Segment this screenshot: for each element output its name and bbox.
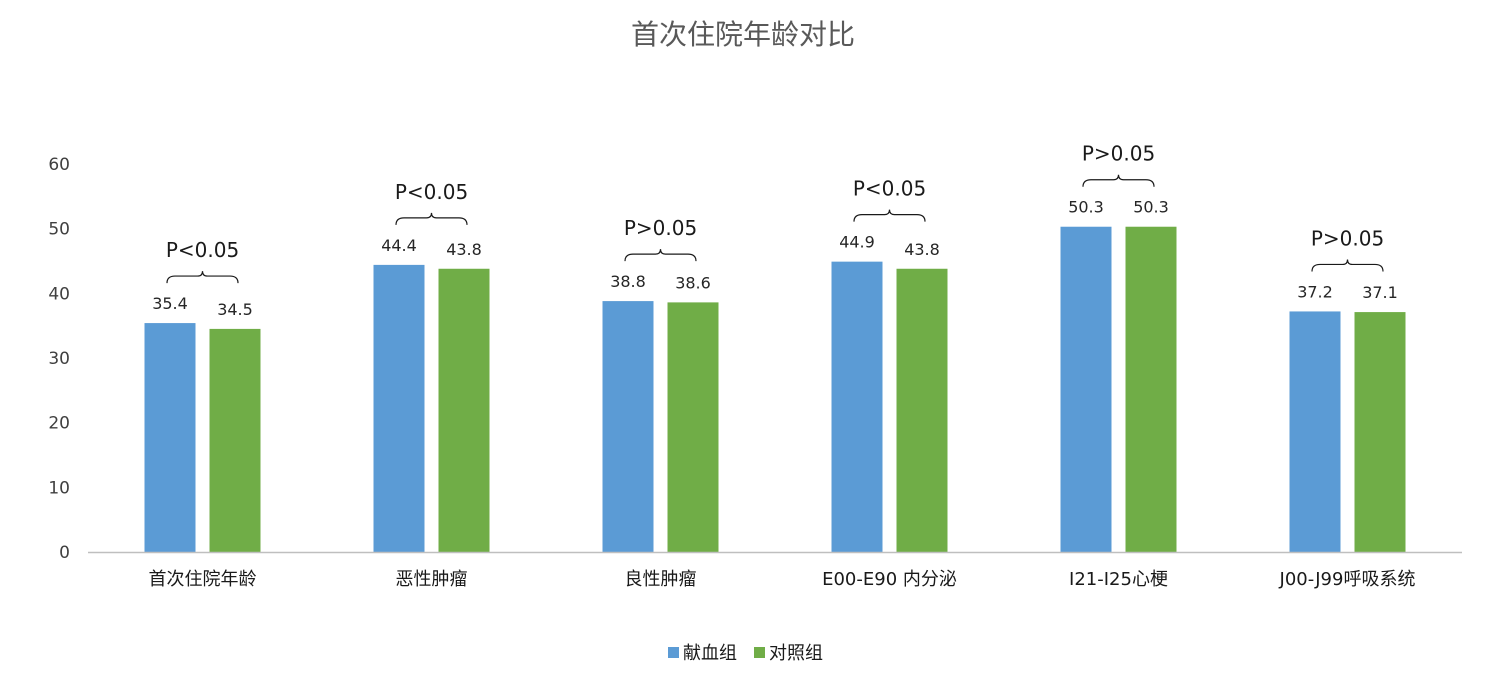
bar-control-0 (209, 328, 261, 552)
data-label: 37.1 (1362, 283, 1398, 302)
data-label: 38.6 (675, 273, 711, 292)
chart-title: 首次住院年龄对比 (631, 18, 855, 51)
x-tick-label: I21-I25心梗 (1069, 569, 1168, 590)
bar-blood-donor-2 (602, 301, 654, 552)
legend-label: 献血组 (683, 643, 737, 664)
y-tick-label: 10 (48, 478, 70, 498)
significance-bracket (1311, 259, 1384, 272)
data-labels-group: 35.4 34.5 44.4 43.8 38.8 38.6 44.9 43.8 50.3 50.3… (152, 198, 1398, 319)
x-tick-label: 首次住院年龄 (149, 569, 257, 590)
p-value-annotation: P>0.05 (1311, 226, 1384, 250)
y-tick-label: 0 (59, 543, 70, 563)
data-label: 35.4 (152, 294, 188, 313)
significance-bracket (395, 212, 468, 225)
significance-bracket (166, 271, 239, 284)
data-label: 43.8 (904, 240, 940, 259)
y-tick-label: 60 (48, 155, 70, 175)
y-tick-label: 30 (48, 349, 70, 369)
data-label: 38.8 (610, 272, 646, 291)
x-tick-label: 良性肿瘤 (625, 569, 697, 590)
x-axis: 首次住院年龄 恶性肿瘤 良性肿瘤 E00-E90 内分泌 I21-I25心梗 J00-J9… (88, 551, 1462, 590)
legend-label: 对照组 (769, 643, 823, 664)
bars-group (144, 226, 1406, 552)
bar-blood-donor-4 (1060, 226, 1112, 552)
bar-control-5 (1354, 312, 1406, 552)
legend: 献血组 对照组 (668, 643, 823, 664)
legend-swatch (754, 647, 765, 658)
bar-blood-donor-5 (1289, 311, 1341, 552)
data-label: 50.3 (1133, 198, 1169, 217)
y-axis: 0 10 20 30 40 50 60 (48, 155, 70, 563)
data-label: 44.4 (381, 236, 417, 255)
p-value-annotation: P>0.05 (624, 216, 697, 240)
x-tick-label: 恶性肿瘤 (396, 569, 468, 590)
significance-bracket (1082, 174, 1155, 187)
legend-swatch (668, 647, 679, 658)
y-tick-label: 20 (48, 414, 70, 434)
data-label: 37.2 (1297, 282, 1333, 301)
y-tick-label: 50 (48, 220, 70, 240)
bar-blood-donor-1 (373, 264, 425, 552)
data-label: 43.8 (446, 240, 482, 259)
data-label: 34.5 (217, 300, 253, 319)
bar-control-2 (667, 302, 719, 552)
bar-control-4 (1125, 226, 1177, 552)
bar-control-3 (896, 268, 948, 552)
annotations-group: P<0.05 P<0.05 P>0.05 P<0.05 P>0.05 P>0.05 (166, 142, 1384, 284)
data-label: 50.3 (1068, 198, 1104, 217)
bar-blood-donor-3 (831, 261, 883, 552)
x-tick-label: J00-J99呼吸系统 (1279, 569, 1416, 590)
p-value-annotation: P<0.05 (166, 238, 239, 262)
bar-blood-donor-0 (144, 323, 196, 552)
significance-bracket (624, 249, 697, 262)
significance-bracket (853, 209, 926, 222)
data-label: 44.9 (839, 233, 875, 252)
p-value-annotation: P<0.05 (395, 180, 468, 204)
p-value-annotation: P<0.05 (853, 177, 926, 201)
x-tick-label: E00-E90 内分泌 (822, 569, 957, 590)
y-tick-label: 40 (48, 284, 70, 304)
p-value-annotation: P>0.05 (1082, 142, 1155, 166)
bar-control-1 (438, 268, 490, 552)
